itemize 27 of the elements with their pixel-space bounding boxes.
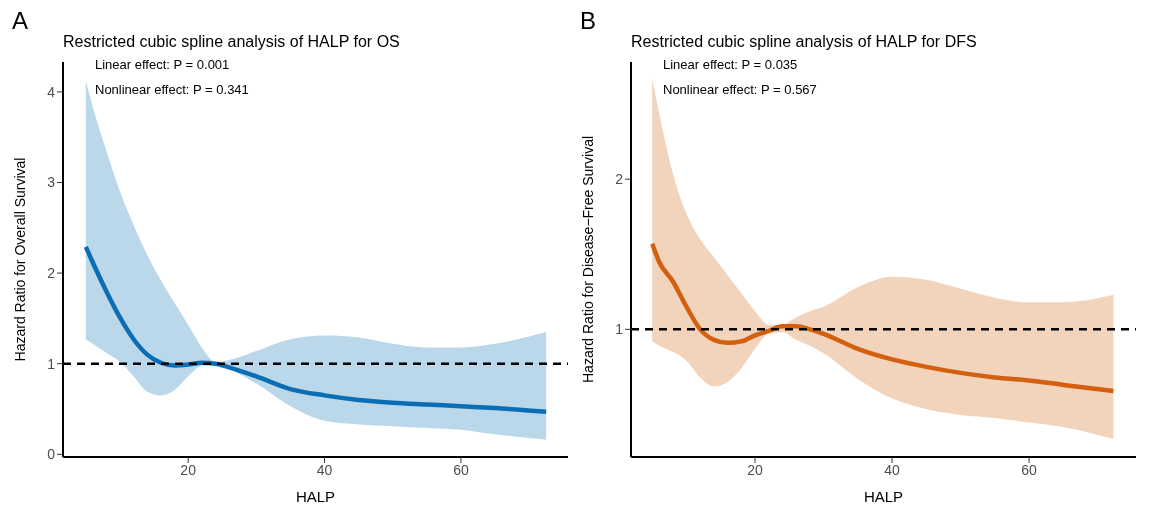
y-tick-label: 4 — [47, 83, 56, 100]
text: A — [12, 7, 29, 34]
annotation: Linear effect: P = 0.035 — [663, 56, 798, 74]
y-tick-label: 2 — [615, 171, 624, 188]
y-tick-label: 1 — [615, 321, 624, 338]
x-axis-title: HALP — [863, 488, 904, 505]
line-series — [83, 244, 549, 414]
y-axis-title: Hazard Ratio for Disease−Free Survival — [579, 135, 596, 384]
x-tick-label: 40 — [884, 461, 901, 478]
x-tick-label: 60 — [453, 461, 469, 478]
y-tick-label: 0 — [47, 446, 56, 463]
text: B — [580, 7, 597, 34]
x-tick-label: 60 — [1021, 461, 1038, 478]
y-tick-label: 1 — [47, 355, 56, 372]
y-tick-label: 2 — [47, 265, 56, 282]
y-axis-title: Hazard Ratio for Overall Survival — [11, 157, 28, 362]
annotation: Nonlinear effect: P = 0.341 — [95, 81, 249, 99]
x-tick-label: 20 — [180, 461, 197, 478]
y-tick-label: 3 — [47, 174, 56, 191]
x-tick-label: 40 — [316, 461, 333, 478]
line-series — [649, 241, 1116, 394]
annotation: Linear effect: P = 0.001 — [95, 56, 230, 74]
x-tick-label: 20 — [747, 461, 764, 478]
chart-title: Restricted cubic spline analysis of HALP for DFS — [631, 32, 977, 52]
annotation: Nonlinear effect: P = 0.567 — [663, 81, 817, 99]
x-axis-title: HALP — [295, 488, 336, 505]
chart-title: Restricted cubic spline analysis of HALP for OS — [63, 32, 400, 52]
